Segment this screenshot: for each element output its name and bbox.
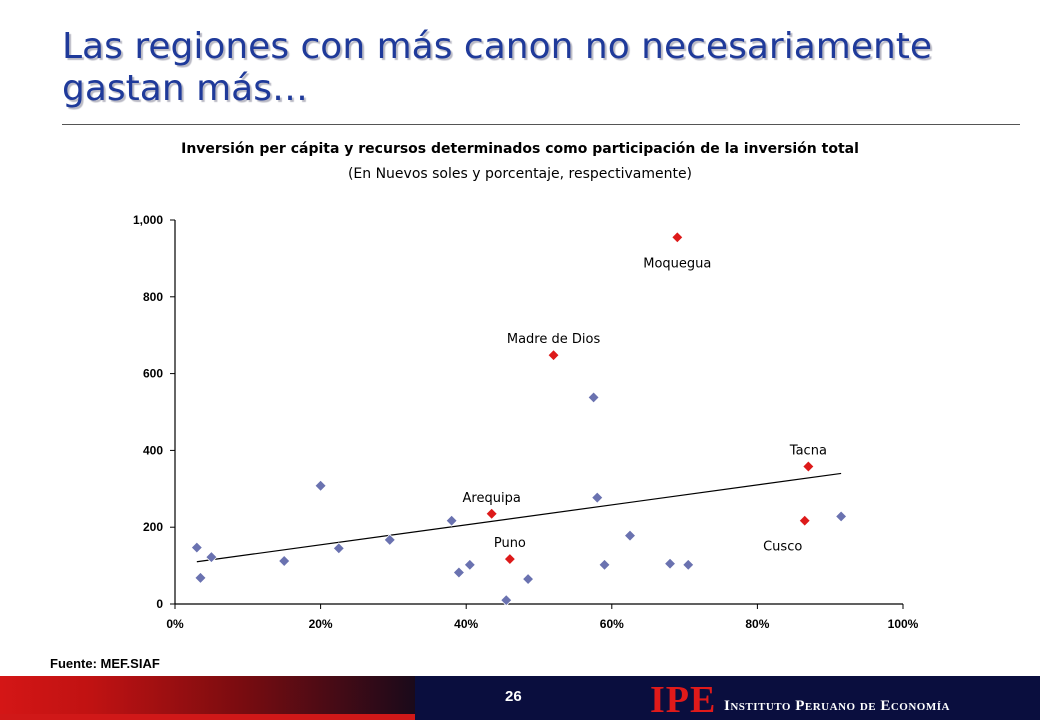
highlight-point [671,231,684,244]
data-point [445,514,458,527]
highlight-point [485,507,498,520]
data-point [835,510,848,523]
data-point [623,529,637,542]
data-points [190,231,848,607]
data-point [190,541,203,554]
data-point [663,557,677,570]
footer-red-line [0,714,415,720]
trendline [196,472,842,563]
point-label: Tacna [789,444,827,459]
x-tick-label: 100% [888,617,919,631]
point-label: Puno [494,536,526,551]
highlight-point [503,553,516,566]
data-point [463,558,476,571]
institute-name: Instituto Peruano de Economía [724,698,950,714]
y-tick-label: 1,000 [133,213,163,227]
x-tick-label: 20% [309,617,333,631]
data-point [194,571,207,584]
page-number: 26 [505,688,522,705]
point-label: Cusco [763,540,802,555]
data-point [500,594,513,607]
chart-title: Inversión per cápita y recursos determin… [181,141,859,157]
data-point [522,572,535,586]
point-labels: Moquegua Madre de Dios Tacna Arequipa Puno Cu… [463,256,827,554]
point-label: Moquegua [643,256,711,271]
chart-axes: 0 200 400 600 800 1,000 0% 20% 40% 60% 80% 100% [133,213,919,631]
source-note: Fuente: MEF.SIAF [50,656,160,671]
data-point [591,491,604,504]
title-divider [62,124,1020,125]
x-tick-label: 80% [745,617,769,631]
highlight-point [798,514,811,527]
trendline-group [196,472,842,563]
data-point [452,566,465,579]
point-label: Arequipa [463,491,521,506]
y-tick-label: 600 [143,367,163,381]
data-point [587,391,600,404]
footer-red-gradient [0,676,415,720]
point-label: Madre de Dios [507,332,601,347]
x-tick-label: 60% [600,617,624,631]
data-point [383,533,396,546]
y-tick-label: 200 [143,520,163,534]
y-tick-label: 400 [143,443,163,457]
data-point [314,479,327,492]
highlight-point [802,460,815,473]
data-point [598,558,611,571]
chart-subtitle: (En Nuevos soles y porcentaje, respectiv… [347,166,693,182]
y-tick-label: 0 [156,597,163,611]
highlight-point [547,349,560,362]
x-tick-label: 0% [166,617,184,631]
ipe-logo: IPE [650,679,717,721]
data-point [278,554,291,568]
y-tick-label: 800 [143,290,163,304]
data-point [332,542,345,555]
data-point [205,551,218,564]
data-point [682,558,695,571]
x-tick-label: 40% [454,617,478,631]
slide-title: Las regiones con más canon no necesariam… [62,26,933,109]
